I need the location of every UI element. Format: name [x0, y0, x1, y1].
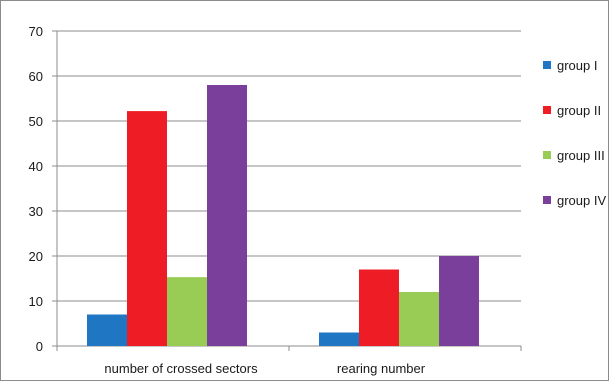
axis-labels: 0 10 20 30 40 50 60 70 number of crossed sectors…: [29, 24, 426, 376]
legend-swatch: [543, 61, 551, 69]
legend-label: group II: [557, 103, 601, 118]
bar-group-iv-1: [207, 85, 247, 346]
bars: [87, 85, 479, 346]
y-tick-label: 30: [29, 204, 43, 219]
y-tick-label: 50: [29, 114, 43, 129]
legend-label: group III: [557, 148, 605, 163]
y-tick-label: 20: [29, 249, 43, 264]
bar-group-iv-2: [439, 256, 479, 346]
y-tick-label: 70: [29, 24, 43, 39]
legend-swatch: [543, 106, 551, 114]
bar-group-ii-2: [359, 269, 399, 346]
y-tick-label: 40: [29, 159, 43, 174]
y-tick-label: 60: [29, 69, 43, 84]
legend-swatch: [543, 196, 551, 204]
y-tick-label: 0: [36, 339, 43, 354]
y-tick-label: 10: [29, 294, 43, 309]
bar-group-iii-1: [167, 277, 207, 346]
x-category-label: rearing number: [337, 361, 426, 376]
bar-group-iii-2: [399, 292, 439, 346]
x-category-label: number of crossed sectors: [104, 361, 258, 376]
bar-group-i-2: [319, 332, 359, 346]
legend-label: group IV: [557, 193, 606, 208]
legend-swatch: [543, 151, 551, 159]
bar-group-i-1: [87, 314, 127, 346]
legend-label: group I: [557, 58, 597, 73]
legend: group I group II group III group IV: [543, 58, 606, 208]
bar-group-ii-1: [127, 111, 167, 346]
